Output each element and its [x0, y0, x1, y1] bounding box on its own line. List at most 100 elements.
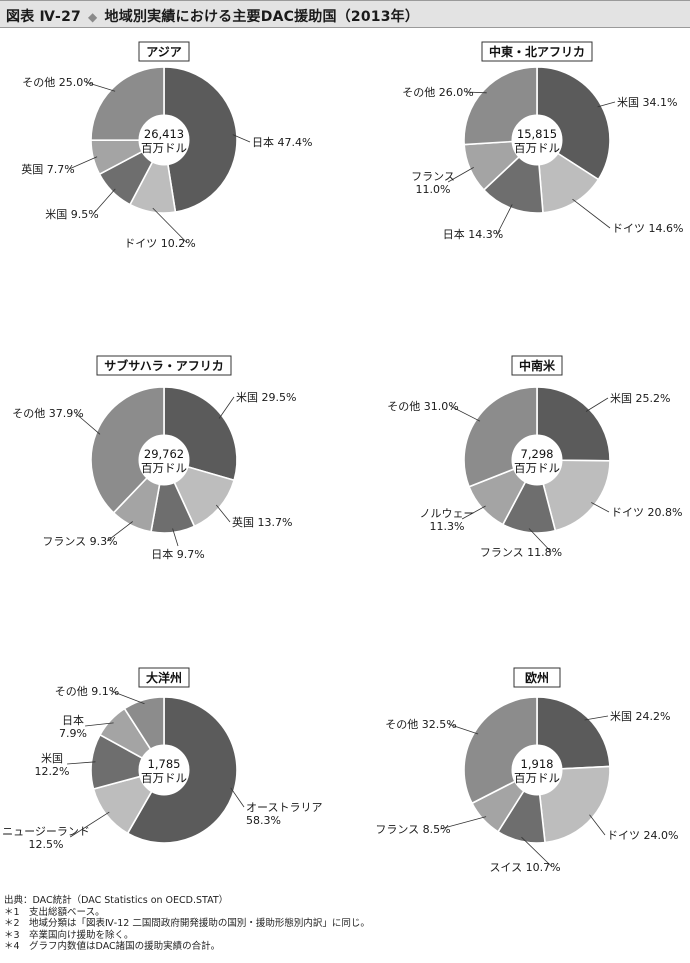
slice-label-5: その他 37.9% — [12, 407, 83, 420]
leader-line — [69, 156, 98, 170]
slice-label-5: その他 32.5% — [385, 718, 456, 731]
center-total-value: 15,815 — [517, 127, 557, 141]
center-hole — [511, 744, 563, 796]
slice-label-5: その他 25.0% — [22, 76, 93, 89]
leader-line — [440, 816, 487, 830]
chart-title-box — [138, 41, 190, 62]
pie-slice-5 — [90, 66, 165, 142]
slice-label-1: 米国 25.2% — [610, 392, 670, 405]
diamond-icon: ◆ — [88, 10, 98, 24]
leader-line — [232, 134, 251, 143]
chart-title: 中東・北アフリカ — [489, 44, 585, 59]
center-total-unit: 百万ドル — [141, 141, 187, 155]
footnote-source: 出典：DAC統計（DAC Statistics on OECD.STAT） — [4, 895, 229, 906]
center-total-unit: 百万ドル — [514, 461, 560, 475]
chart-title-box — [481, 41, 593, 62]
slice-label-4: 日本 7.9% — [59, 713, 87, 740]
leader-line — [111, 690, 145, 705]
slice-label-5: その他 9.1% — [55, 685, 119, 698]
leader-line — [591, 502, 610, 513]
chart-title: 中南米 — [519, 358, 556, 373]
slice-label-1: 米国 29.5% — [236, 391, 296, 404]
leader-line — [597, 101, 616, 108]
leader-line — [85, 722, 114, 727]
leader-line — [465, 91, 487, 94]
slice-label-1: 日本 47.4% — [252, 135, 312, 149]
center-hole — [511, 434, 563, 486]
slice-label-2: 英国 13.7% — [232, 515, 292, 529]
leader-line — [461, 505, 486, 520]
center-total-value: 1,918 — [521, 757, 554, 771]
leader-line — [585, 397, 609, 412]
leader-line — [92, 188, 116, 215]
leader-line — [230, 787, 245, 808]
slice-label-4: フランス 9.3% — [42, 535, 117, 548]
center-total-value: 26,413 — [144, 127, 184, 141]
figure-label: 図表 Ⅳ-27 — [6, 9, 81, 25]
chart-title-box — [513, 667, 561, 688]
slice-label-3: スイス 10.7% — [489, 861, 560, 874]
slice-label-2: ドイツ 24.0% — [607, 829, 678, 842]
center-total-unit: 百万ドル — [514, 141, 560, 155]
leader-line — [74, 412, 101, 435]
leader-line — [447, 167, 474, 183]
leader-line — [172, 528, 179, 547]
slice-label-2: ドイツ 10.2% — [124, 237, 195, 250]
footnote-4: ＊4 グラフ内数値はDAC諸国の援助実績の合計。 — [4, 941, 221, 953]
slice-label-5: その他 26.0% — [402, 86, 473, 99]
chart-title: アジア — [146, 45, 182, 59]
leader-line — [69, 811, 110, 838]
center-total-value: 1,785 — [148, 757, 181, 771]
leader-line — [85, 81, 116, 92]
chart-title-box — [138, 667, 190, 688]
footnote-3: ＊3 卒業国向け援助を除く。 — [4, 929, 134, 941]
footnote-1: ＊1 支出総額ベース。 — [4, 906, 105, 918]
slice-label-4: ノルウェー 11.3% — [420, 507, 475, 533]
center-total-unit: 百万ドル — [514, 771, 560, 785]
slice-label-2: ドイツ 14.6% — [612, 222, 683, 235]
leader-line — [584, 715, 609, 721]
figure-title-bar: 図表 Ⅳ-27 ◆ 地域別実績における主要DAC援助国（2013年） — [0, 0, 690, 28]
center-total-value: 29,762 — [144, 447, 184, 461]
center-hole — [138, 434, 190, 486]
figure-title: 図表 Ⅳ-27 ◆ 地域別実績における主要DAC援助国（2013年） — [6, 6, 419, 26]
center-hole — [138, 744, 190, 796]
center-hole — [138, 114, 190, 166]
leader-line — [218, 396, 235, 419]
pie-slice-5 — [90, 386, 165, 514]
figure-title-text: 地域別実績における主要DAC援助国（2013年） — [104, 9, 420, 25]
leader-line — [450, 405, 481, 422]
chart-title: 大洋州 — [146, 670, 182, 685]
slice-label-3: 日本 9.7% — [151, 547, 204, 561]
pie-slice-1 — [536, 696, 611, 771]
slice-label-3: フランス 11.8% — [480, 546, 562, 559]
chart-title: サブサハラ・アフリカ — [104, 358, 224, 373]
leader-line — [215, 504, 231, 523]
slice-label-5: その他 31.0% — [387, 400, 458, 413]
slice-label-4: フランス 11.0% — [411, 170, 455, 196]
slice-label-2: ニュージーランド 12.5% — [2, 825, 90, 851]
center-total-unit: 百万ドル — [141, 461, 187, 475]
leader-line — [496, 204, 513, 235]
leader-line — [528, 528, 552, 553]
slice-label-3: 日本 14.3% — [443, 227, 503, 241]
leader-line — [448, 723, 479, 735]
slice-label-3: 米国 9.5% — [45, 208, 98, 221]
slice-label-1: 米国 34.1% — [617, 96, 677, 109]
footnotes: 出典：DAC統計（DAC Statistics on OECD.STAT） ＊1… — [4, 895, 688, 953]
slice-label-1: 米国 24.2% — [610, 710, 670, 723]
leader-line — [589, 814, 606, 836]
chart-title-box — [96, 355, 232, 376]
slice-label-1: オーストラリア 58.3% — [246, 801, 322, 827]
leader-line — [152, 207, 188, 244]
chart-title-box — [511, 355, 563, 376]
slice-label-2: ドイツ 20.8% — [611, 506, 682, 519]
pie-slice-1 — [163, 66, 238, 214]
